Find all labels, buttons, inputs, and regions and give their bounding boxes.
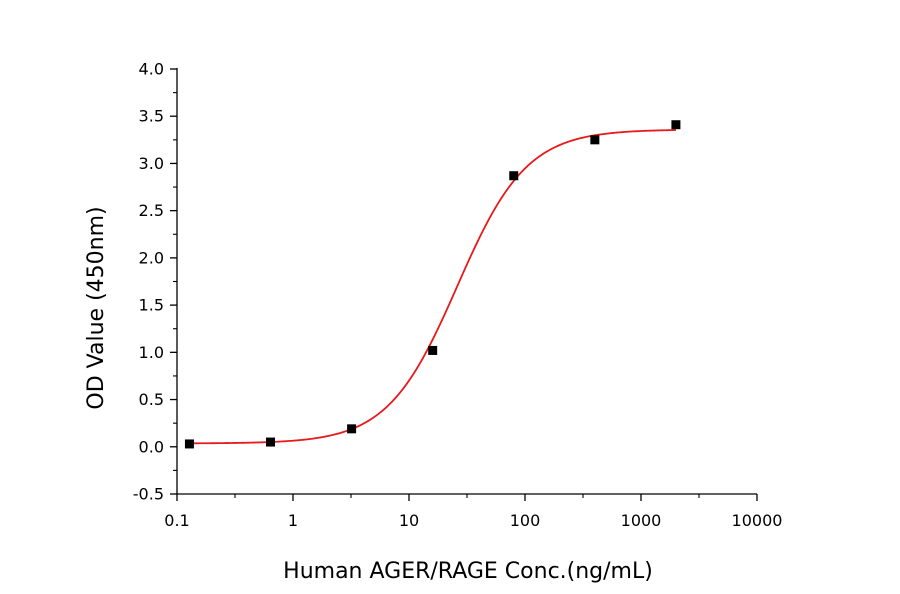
- y-tick-label: 0.0: [139, 437, 164, 456]
- y-tick-label: 2.5: [139, 201, 164, 220]
- x-tick-label: 1000: [621, 511, 662, 530]
- x-tick-label: 10000: [732, 511, 783, 530]
- x-tick-label: 0.1: [164, 511, 189, 530]
- x-axis-title: Human AGER/RAGE Conc.(ng/mL): [283, 559, 653, 584]
- data-point: [509, 171, 519, 181]
- y-tick-label: 1.5: [139, 296, 164, 315]
- data-point: [266, 437, 276, 447]
- data-point: [590, 135, 600, 145]
- data-point: [184, 439, 194, 449]
- y-tick-label: 2.0: [139, 248, 164, 267]
- fit-curve: [189, 129, 676, 445]
- x-tick-label: 10: [399, 511, 419, 530]
- y-tick-label: 4.0: [139, 60, 164, 79]
- x-tick-label: 1: [288, 511, 298, 530]
- axes: [176, 68, 757, 495]
- data-point: [428, 345, 438, 355]
- y-tick-label: 0.5: [139, 390, 164, 409]
- data-point: [671, 120, 681, 130]
- x-axis-ticks: 0.1 1 10 100 1000 10000: [164, 494, 782, 530]
- y-tick-label: 3.0: [139, 154, 164, 173]
- x-tick-label: 100: [510, 511, 541, 530]
- y-axis-ticks: -0.5 0.0 0.5 1.0 1.5 2.0 2.5 3.0 3.5 4.0: [133, 60, 177, 504]
- y-tick-label: 3.5: [139, 107, 164, 126]
- data-points: [184, 120, 681, 449]
- y-tick-label: 1.0: [139, 343, 164, 362]
- y-axis-title: OD Value (450nm): [84, 206, 109, 409]
- y-tick-label: -0.5: [133, 485, 164, 504]
- data-point: [347, 424, 357, 434]
